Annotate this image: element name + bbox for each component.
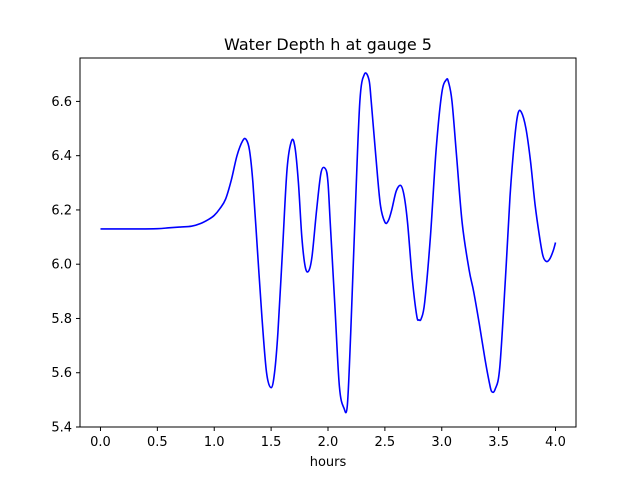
y-tick-label: 5.6 [51,366,72,381]
y-axis-ticks: 5.4 5.6 5.8 6.0 6.2 6.4 6.6 [51,95,80,436]
y-tick-label: 5.8 [51,312,72,327]
x-axis-ticks: 0.0 0.5 1.0 1.5 2.0 2.5 3.0 3.5 4.0 [90,427,566,450]
x-tick-label: 0.0 [90,435,111,450]
x-tick-label: 4.0 [545,435,566,450]
x-tick-label: 1.0 [204,435,225,450]
x-tick-label: 3.5 [488,435,509,450]
x-tick-label: 3.0 [431,435,452,450]
chart-title: Water Depth h at gauge 5 [224,35,432,54]
y-tick-label: 5.4 [51,421,72,436]
y-tick-label: 6.2 [51,203,72,218]
y-tick-label: 6.4 [51,149,72,164]
x-tick-label: 1.5 [261,435,282,450]
y-tick-label: 6.6 [51,95,72,110]
x-tick-label: 2.5 [375,435,396,450]
x-tick-label: 0.5 [147,435,168,450]
series-line [100,72,557,414]
plot-frame [79,57,577,428]
series-layer [100,72,557,414]
x-tick-label: 2.0 [318,435,339,450]
y-tick-label: 6.0 [51,258,72,273]
x-axis-label: hours [310,455,347,470]
